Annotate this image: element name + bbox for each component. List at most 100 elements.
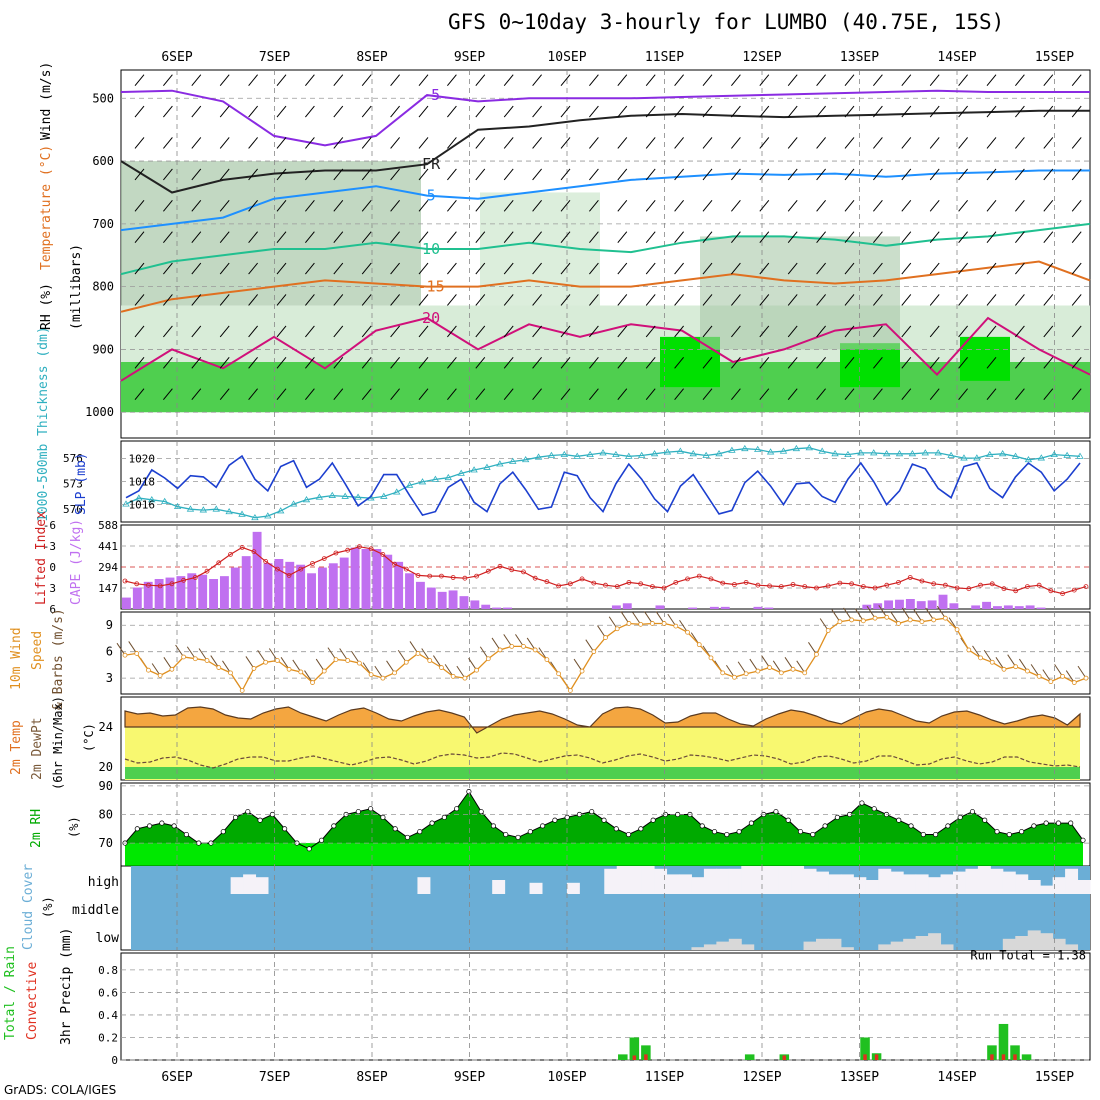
li-point (767, 583, 772, 589)
thickness-point (663, 448, 672, 455)
wind-barb (759, 105, 770, 118)
wind-barb (409, 641, 419, 654)
cloud-cell-high (766, 866, 780, 894)
li-point (579, 576, 585, 582)
li-point (603, 582, 608, 588)
wind-point (978, 655, 983, 661)
wind-point (579, 668, 585, 674)
cape-bar (230, 567, 240, 609)
wind-barb (305, 231, 315, 244)
thickness-point (509, 457, 517, 464)
li-point (439, 573, 444, 579)
temp-legend-label: Temperature (°C) (39, 145, 54, 270)
wind-barb (645, 199, 656, 212)
wind-barb (1015, 262, 1025, 275)
wind-point (556, 671, 562, 677)
precip-tick-label: 0.4 (98, 1009, 118, 1022)
li-point (849, 581, 855, 587)
wind-barb (679, 620, 688, 633)
date-label-top: 6SEP (161, 50, 192, 65)
wind-barb (1030, 664, 1040, 677)
wind-barb (475, 325, 486, 338)
wind-barb (585, 639, 595, 652)
wind-barb (702, 262, 713, 275)
rh2m-point (540, 823, 546, 829)
precip-tick-label: 0.2 (98, 1031, 118, 1044)
rh2m-point (773, 809, 779, 815)
wind-barb (1015, 105, 1025, 118)
wind-barb (958, 137, 968, 149)
thickness-point (186, 505, 195, 512)
cloud-cell-low (1027, 930, 1041, 950)
wind-barb (560, 294, 571, 306)
wind-point (755, 668, 761, 674)
wind-barb (589, 199, 599, 212)
slp-line (125, 454, 1081, 517)
temp-axis-label: 2m DewPt (30, 717, 45, 780)
rh-shading (121, 161, 1090, 413)
li-tick-label: -6 (43, 519, 56, 532)
wind-barb (305, 325, 315, 338)
wind-barbs (134, 74, 1082, 400)
thickness-point (264, 512, 272, 519)
cloud-cell-high (1002, 871, 1016, 894)
y-tick-label: 600 (92, 154, 114, 168)
cloud-cell-low (878, 944, 892, 950)
wind-point (216, 665, 222, 670)
date-label-bottom: 6SEP (161, 1070, 192, 1085)
rh-legend-label: RH (%) (39, 283, 54, 330)
rh2m-point (269, 811, 275, 818)
wind-barb (1071, 325, 1082, 338)
wind-barb (560, 137, 571, 149)
thickness-point (521, 455, 530, 463)
wind-barb (447, 137, 457, 149)
thickness-point (921, 449, 930, 456)
wind-barb (390, 74, 400, 87)
rh2m-point (1080, 837, 1086, 843)
date-label-bottom: 8SEP (356, 1070, 387, 1085)
wind-barb (731, 325, 741, 338)
wind-barb (731, 105, 741, 118)
thickness-point (998, 450, 1007, 457)
thickness-point (160, 497, 169, 504)
wind-barb (831, 609, 841, 622)
precip-bar (629, 1037, 640, 1060)
wind-barb (333, 294, 344, 306)
rh2m-point (982, 817, 988, 823)
wind-barb (1043, 262, 1054, 275)
wind-barb (674, 262, 684, 275)
wind-barb (191, 199, 202, 212)
rh2m-point (564, 814, 570, 820)
li-point (169, 581, 175, 587)
thickness-point (393, 488, 401, 495)
cloud-cell-low (940, 944, 954, 950)
wind-barb (787, 262, 798, 275)
li-point (368, 546, 374, 552)
wind-barb (222, 660, 231, 674)
li-point (181, 577, 186, 583)
wind-barb (667, 613, 677, 627)
wind-barb (787, 294, 798, 306)
cape-tick-label: 588 (98, 519, 118, 532)
panel-frame-precip (120, 952, 1091, 1061)
li-point (122, 578, 128, 584)
wind-point (368, 672, 374, 678)
wind-point (157, 673, 163, 678)
thickness-point (870, 449, 878, 456)
wind-barb (350, 650, 360, 664)
li-point (321, 556, 327, 561)
rh2m-point (232, 814, 239, 820)
wind-barb (1043, 168, 1054, 181)
wind-barb (589, 74, 599, 87)
wind-barb (929, 74, 940, 87)
wind-barb (134, 105, 145, 118)
wind-barb (617, 231, 628, 244)
wind-barb (1015, 325, 1025, 338)
li-point (778, 584, 784, 589)
thickness-point (122, 500, 130, 507)
wind-barb (816, 388, 826, 400)
wind-barb (784, 657, 794, 670)
wind-barb (674, 388, 684, 400)
cloud-cell-high (1015, 874, 1029, 894)
li-point (1071, 587, 1077, 593)
